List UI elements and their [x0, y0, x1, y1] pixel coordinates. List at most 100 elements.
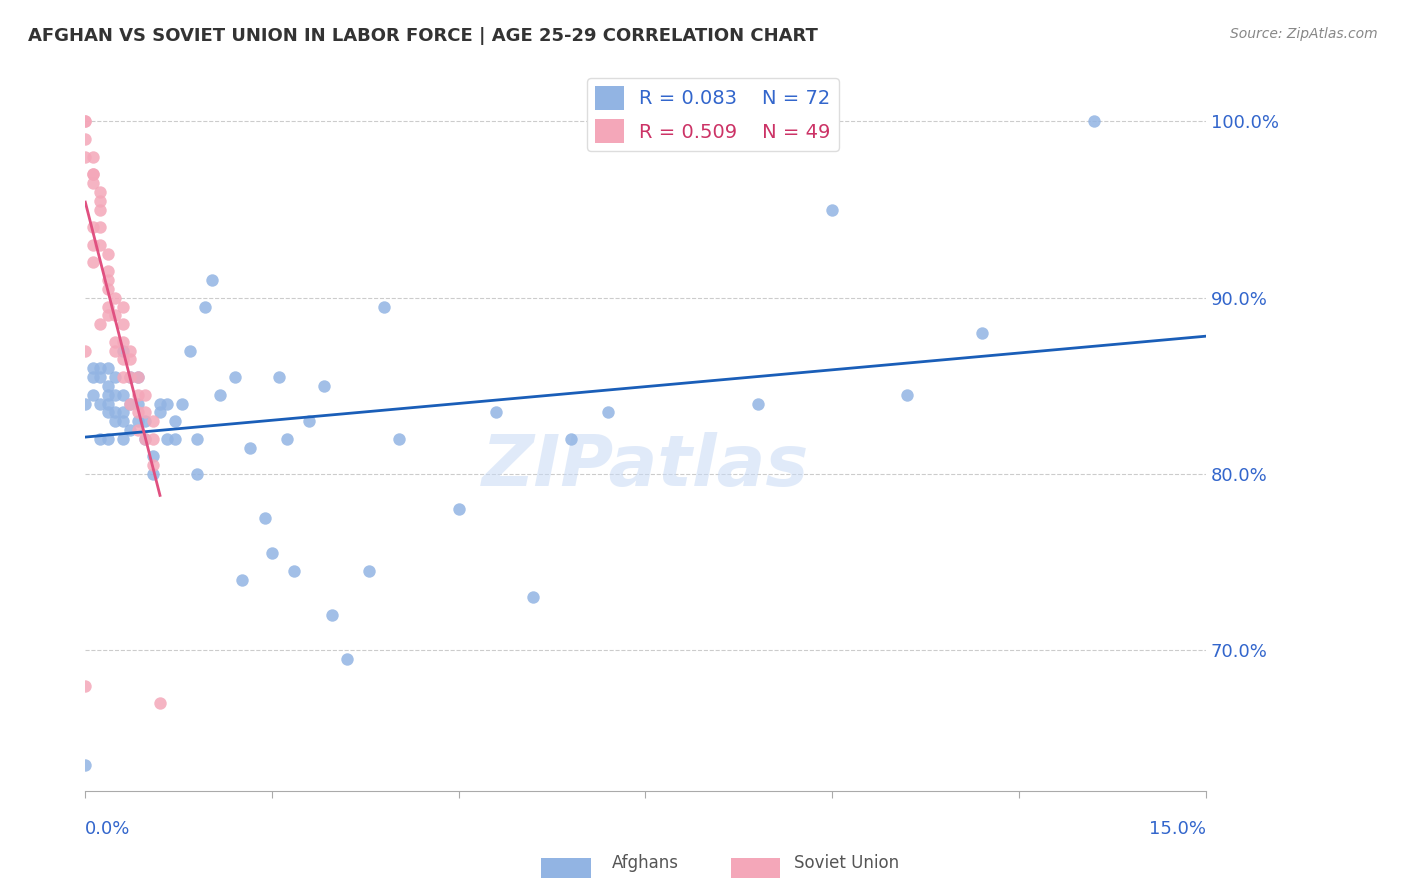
Point [821, 202, 844, 217]
Point [75, 679, 97, 693]
Point [89, 317, 111, 331]
Point [97, 264, 120, 278]
Point [896, 387, 918, 401]
Point [134, 432, 156, 446]
Point [120, 396, 142, 410]
Point [231, 573, 253, 587]
Point [127, 423, 149, 437]
Point [224, 370, 246, 384]
Point [194, 300, 217, 314]
Point [336, 652, 359, 666]
Text: Source: ZipAtlas.com: Source: ZipAtlas.com [1230, 27, 1378, 41]
Point [186, 432, 208, 446]
Point [111, 317, 134, 331]
Point [163, 414, 186, 428]
Point [104, 343, 127, 358]
Point [134, 432, 156, 446]
Point [298, 414, 321, 428]
Point [172, 396, 194, 410]
Point [97, 387, 120, 401]
Point [186, 467, 208, 481]
Point [82, 237, 104, 252]
Point [111, 334, 134, 349]
Point [97, 309, 120, 323]
Point [120, 343, 142, 358]
Point [149, 405, 172, 419]
Point [120, 370, 142, 384]
Point [97, 396, 120, 410]
Point [134, 387, 156, 401]
Point [82, 220, 104, 235]
Point [141, 458, 163, 473]
Point [239, 441, 262, 455]
Point [149, 396, 172, 410]
Point [156, 432, 179, 446]
Point [97, 282, 120, 296]
Point [89, 237, 111, 252]
Point [75, 758, 97, 772]
Point [104, 387, 127, 401]
Point [179, 343, 201, 358]
Point [127, 387, 149, 401]
Point [111, 405, 134, 419]
Point [89, 432, 111, 446]
Point [82, 167, 104, 181]
Point [97, 273, 120, 287]
Point [75, 150, 97, 164]
Point [75, 114, 97, 128]
Point [104, 291, 127, 305]
Point [97, 432, 120, 446]
Point [104, 405, 127, 419]
Point [156, 396, 179, 410]
Point [359, 564, 381, 578]
Point [141, 432, 163, 446]
Point [89, 396, 111, 410]
Point [82, 176, 104, 190]
Point [321, 608, 343, 623]
Point [373, 300, 395, 314]
Point [485, 405, 508, 419]
Point [111, 343, 134, 358]
Point [560, 432, 582, 446]
Point [82, 361, 104, 376]
Point [201, 273, 224, 287]
Text: Soviet Union: Soviet Union [794, 855, 900, 872]
Point [89, 220, 111, 235]
Point [127, 405, 149, 419]
Point [269, 370, 291, 384]
Point [89, 370, 111, 384]
Point [89, 194, 111, 208]
Point [134, 405, 156, 419]
Point [276, 432, 298, 446]
Point [970, 326, 993, 340]
Point [141, 414, 163, 428]
Point [111, 352, 134, 367]
Point [120, 352, 142, 367]
Point [104, 414, 127, 428]
Point [141, 467, 163, 481]
Point [97, 246, 120, 260]
Point [747, 396, 769, 410]
Point [120, 370, 142, 384]
Point [127, 370, 149, 384]
Point [111, 414, 134, 428]
Point [127, 370, 149, 384]
Point [75, 343, 97, 358]
Point [253, 511, 276, 525]
Point [447, 502, 470, 516]
Legend: R = 0.083    N = 72, R = 0.509    N = 49: R = 0.083 N = 72, R = 0.509 N = 49 [586, 78, 838, 151]
Point [283, 564, 305, 578]
Point [260, 546, 283, 560]
Point [89, 361, 111, 376]
Point [163, 432, 186, 446]
Point [75, 396, 97, 410]
Point [89, 185, 111, 199]
Point [522, 591, 544, 605]
Point [82, 370, 104, 384]
Point [104, 334, 127, 349]
Point [97, 405, 120, 419]
Point [111, 387, 134, 401]
Point [141, 450, 163, 464]
Point [111, 300, 134, 314]
Point [97, 379, 120, 393]
